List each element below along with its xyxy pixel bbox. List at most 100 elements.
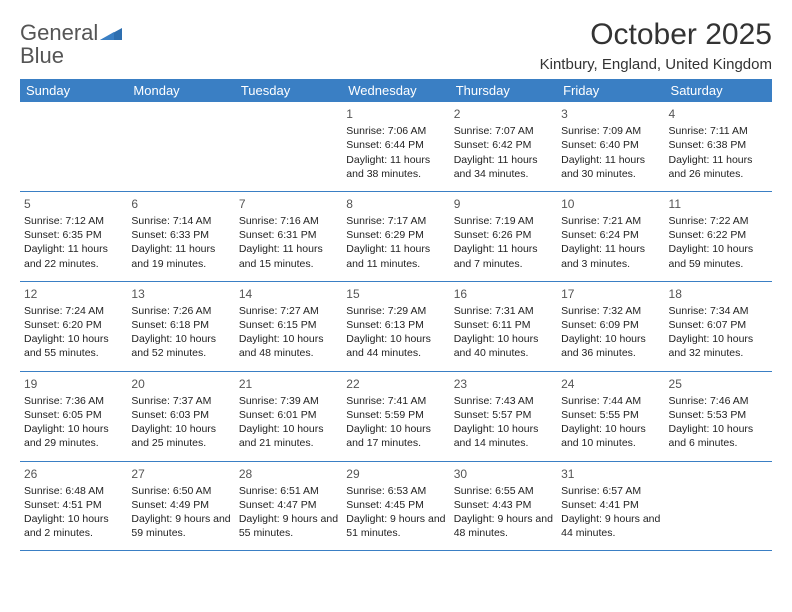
sunrise-text: Sunrise: 6:51 AM	[239, 484, 338, 498]
sunset-text: Sunset: 6:03 PM	[131, 408, 230, 422]
day-number: 6	[131, 196, 230, 212]
calendar-day-cell: 26Sunrise: 6:48 AMSunset: 4:51 PMDayligh…	[20, 461, 127, 551]
daylight-text: Daylight: 11 hours and 38 minutes.	[346, 153, 445, 181]
daylight-text: Daylight: 11 hours and 19 minutes.	[131, 242, 230, 270]
sunset-text: Sunset: 6:13 PM	[346, 318, 445, 332]
calendar-day-cell: 18Sunrise: 7:34 AMSunset: 6:07 PMDayligh…	[665, 281, 772, 371]
calendar-day-cell: 10Sunrise: 7:21 AMSunset: 6:24 PMDayligh…	[557, 191, 664, 281]
weekday-header: Monday	[127, 79, 234, 102]
daylight-text: Daylight: 10 hours and 25 minutes.	[131, 422, 230, 450]
calendar-week-row: 12Sunrise: 7:24 AMSunset: 6:20 PMDayligh…	[20, 281, 772, 371]
day-number: 3	[561, 106, 660, 122]
sunset-text: Sunset: 6:40 PM	[561, 138, 660, 152]
sunset-text: Sunset: 6:44 PM	[346, 138, 445, 152]
daylight-text: Daylight: 10 hours and 44 minutes.	[346, 332, 445, 360]
sunrise-text: Sunrise: 7:36 AM	[24, 394, 123, 408]
calendar-week-row: 1Sunrise: 7:06 AMSunset: 6:44 PMDaylight…	[20, 102, 772, 191]
daylight-text: Daylight: 10 hours and 17 minutes.	[346, 422, 445, 450]
sunrise-text: Sunrise: 7:07 AM	[454, 124, 553, 138]
sunrise-text: Sunrise: 6:57 AM	[561, 484, 660, 498]
sunset-text: Sunset: 4:43 PM	[454, 498, 553, 512]
calendar-day-cell: 31Sunrise: 6:57 AMSunset: 4:41 PMDayligh…	[557, 461, 664, 551]
daylight-text: Daylight: 9 hours and 51 minutes.	[346, 512, 445, 540]
calendar-day-cell	[235, 102, 342, 191]
day-number: 15	[346, 286, 445, 302]
day-number: 11	[669, 196, 768, 212]
sunrise-text: Sunrise: 7:29 AM	[346, 304, 445, 318]
calendar-week-row: 5Sunrise: 7:12 AMSunset: 6:35 PMDaylight…	[20, 191, 772, 281]
weekday-header: Wednesday	[342, 79, 449, 102]
weekday-header: Tuesday	[235, 79, 342, 102]
calendar-body: 1Sunrise: 7:06 AMSunset: 6:44 PMDaylight…	[20, 102, 772, 551]
sunrise-text: Sunrise: 7:11 AM	[669, 124, 768, 138]
day-number: 10	[561, 196, 660, 212]
daylight-text: Daylight: 10 hours and 14 minutes.	[454, 422, 553, 450]
logo: General Blue	[20, 22, 122, 68]
day-number: 17	[561, 286, 660, 302]
sunset-text: Sunset: 4:45 PM	[346, 498, 445, 512]
calendar-day-cell: 9Sunrise: 7:19 AMSunset: 6:26 PMDaylight…	[450, 191, 557, 281]
sunrise-text: Sunrise: 6:48 AM	[24, 484, 123, 498]
sunset-text: Sunset: 6:26 PM	[454, 228, 553, 242]
day-number: 18	[669, 286, 768, 302]
day-number: 30	[454, 466, 553, 482]
sunrise-text: Sunrise: 7:39 AM	[239, 394, 338, 408]
day-number: 1	[346, 106, 445, 122]
sunrise-text: Sunrise: 6:53 AM	[346, 484, 445, 498]
daylight-text: Daylight: 10 hours and 40 minutes.	[454, 332, 553, 360]
sunset-text: Sunset: 6:01 PM	[239, 408, 338, 422]
sunrise-text: Sunrise: 7:24 AM	[24, 304, 123, 318]
day-number: 19	[24, 376, 123, 392]
calendar-day-cell	[665, 461, 772, 551]
sunset-text: Sunset: 6:15 PM	[239, 318, 338, 332]
day-number: 27	[131, 466, 230, 482]
calendar-day-cell: 13Sunrise: 7:26 AMSunset: 6:18 PMDayligh…	[127, 281, 234, 371]
day-number: 7	[239, 196, 338, 212]
sunset-text: Sunset: 4:41 PM	[561, 498, 660, 512]
day-number: 25	[669, 376, 768, 392]
sunrise-text: Sunrise: 7:21 AM	[561, 214, 660, 228]
sunset-text: Sunset: 4:51 PM	[24, 498, 123, 512]
calendar-day-cell: 25Sunrise: 7:46 AMSunset: 5:53 PMDayligh…	[665, 371, 772, 461]
day-number: 20	[131, 376, 230, 392]
sunset-text: Sunset: 6:09 PM	[561, 318, 660, 332]
logo-triangle-icon	[100, 27, 122, 44]
sunset-text: Sunset: 4:47 PM	[239, 498, 338, 512]
logo-text-gray: General	[20, 20, 98, 45]
daylight-text: Daylight: 11 hours and 22 minutes.	[24, 242, 123, 270]
daylight-text: Daylight: 10 hours and 59 minutes.	[669, 242, 768, 270]
sunset-text: Sunset: 4:49 PM	[131, 498, 230, 512]
sunset-text: Sunset: 6:38 PM	[669, 138, 768, 152]
sunrise-text: Sunrise: 6:50 AM	[131, 484, 230, 498]
day-number: 14	[239, 286, 338, 302]
calendar-day-cell: 3Sunrise: 7:09 AMSunset: 6:40 PMDaylight…	[557, 102, 664, 191]
daylight-text: Daylight: 11 hours and 15 minutes.	[239, 242, 338, 270]
calendar-day-cell: 2Sunrise: 7:07 AMSunset: 6:42 PMDaylight…	[450, 102, 557, 191]
sunset-text: Sunset: 6:11 PM	[454, 318, 553, 332]
sunrise-text: Sunrise: 7:41 AM	[346, 394, 445, 408]
calendar-day-cell	[20, 102, 127, 191]
sunset-text: Sunset: 5:59 PM	[346, 408, 445, 422]
calendar-day-cell: 15 Sunrise: 7:29 AMSunset: 6:13 PMDayligh…	[342, 281, 449, 371]
sunrise-text: Sunrise: 7:46 AM	[669, 394, 768, 408]
calendar-day-cell	[127, 102, 234, 191]
daylight-text: Daylight: 9 hours and 59 minutes.	[131, 512, 230, 540]
day-number: 5	[24, 196, 123, 212]
weekday-header: Friday	[557, 79, 664, 102]
daylight-text: Daylight: 10 hours and 32 minutes.	[669, 332, 768, 360]
calendar-day-cell: 17Sunrise: 7:32 AMSunset: 6:09 PMDayligh…	[557, 281, 664, 371]
sunset-text: Sunset: 6:05 PM	[24, 408, 123, 422]
day-number: 24	[561, 376, 660, 392]
sunset-text: Sunset: 6:35 PM	[24, 228, 123, 242]
day-number: 9	[454, 196, 553, 212]
daylight-text: Daylight: 9 hours and 55 minutes.	[239, 512, 338, 540]
daylight-text: Daylight: 11 hours and 11 minutes.	[346, 242, 445, 270]
daylight-text: Daylight: 10 hours and 52 minutes.	[131, 332, 230, 360]
calendar-day-cell: 24Sunrise: 7:44 AMSunset: 5:55 PMDayligh…	[557, 371, 664, 461]
day-number: 21	[239, 376, 338, 392]
sunset-text: Sunset: 5:55 PM	[561, 408, 660, 422]
calendar-header-row: SundayMondayTuesdayWednesdayThursdayFrid…	[20, 79, 772, 102]
sunrise-text: Sunrise: 7:19 AM	[454, 214, 553, 228]
daylight-text: Daylight: 10 hours and 29 minutes.	[24, 422, 123, 450]
month-title: October 2025	[540, 18, 772, 52]
